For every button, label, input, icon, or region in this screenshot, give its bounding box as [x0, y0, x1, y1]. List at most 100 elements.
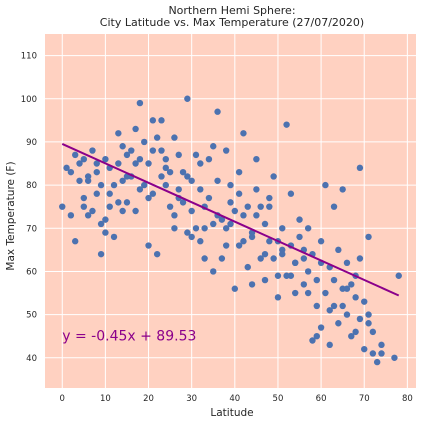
scatter-point	[313, 302, 320, 310]
scatter-point	[343, 311, 351, 318]
x-tick-label: 60	[316, 394, 327, 404]
scatter-point	[317, 238, 325, 245]
scatter-point	[210, 220, 217, 228]
scatter-point	[266, 203, 273, 210]
y-tick-label: 40	[26, 354, 37, 364]
scatter-point	[80, 203, 88, 210]
scatter-point	[210, 268, 217, 275]
scatter-point	[369, 350, 377, 357]
scatter-point	[192, 151, 200, 159]
scatter-point	[240, 212, 247, 219]
scatter-point	[171, 225, 178, 232]
scatter-point	[184, 95, 191, 102]
scatter-point	[356, 315, 364, 323]
scatter-point	[304, 268, 312, 275]
scatter-point	[201, 255, 208, 262]
scatter-point	[270, 173, 277, 180]
scatter-point	[97, 250, 105, 258]
scatter-point	[356, 255, 364, 262]
scatter-point	[227, 181, 234, 189]
scatter-point	[330, 302, 338, 310]
scatter-point	[361, 345, 368, 353]
scatter-point	[348, 332, 355, 340]
y-tick-label: 70	[26, 224, 37, 234]
scatter-point	[214, 108, 221, 115]
scatter-point	[365, 311, 372, 318]
scatter-point	[240, 238, 247, 245]
scatter-point	[67, 212, 75, 219]
scatter-point	[253, 212, 260, 219]
scatter-point	[365, 233, 372, 241]
scatter-point	[128, 147, 135, 154]
scatter-point	[330, 203, 338, 210]
scatter-point	[153, 134, 161, 141]
scatter-point	[248, 281, 256, 288]
scatter-point	[222, 147, 230, 154]
scatter-point	[188, 207, 195, 215]
scatter-point	[335, 246, 342, 254]
scatter-point	[326, 341, 333, 349]
scatter-point	[369, 328, 377, 336]
scatter-point	[317, 324, 325, 331]
scatter-point	[149, 117, 157, 124]
scatter-point	[175, 186, 182, 193]
scatter-point	[244, 203, 251, 210]
scatter-point	[110, 233, 118, 241]
scatter-point	[76, 177, 83, 184]
chart-title-line2: City Latitude vs. Max Temperature (27/07…	[100, 16, 364, 29]
scatter-point	[365, 320, 372, 327]
regression-line	[61, 143, 400, 297]
x-tick-labels: 0 10 20 30 40 50 60 70 80	[60, 394, 413, 404]
scatter-point	[261, 250, 269, 258]
scatter-point	[313, 332, 320, 340]
scatter-point	[158, 147, 165, 154]
scatter-point	[171, 212, 178, 219]
scatter-point	[184, 173, 191, 180]
scatter-point	[158, 117, 165, 124]
scatter-point	[373, 358, 381, 366]
scatter-point	[63, 164, 70, 172]
scatter-point	[97, 220, 105, 228]
scatter-point	[287, 272, 295, 279]
scatter-point	[76, 160, 83, 167]
scatter-point	[123, 199, 131, 206]
scatter-point	[261, 220, 269, 228]
scatter-point	[339, 186, 346, 193]
x-tick-label: 70	[359, 394, 370, 404]
scatter-point	[132, 160, 139, 167]
x-tick-label: 10	[100, 394, 111, 404]
scatter-point	[395, 272, 402, 279]
scatter-point	[253, 155, 260, 163]
scatter-point	[283, 121, 290, 128]
scatter-point	[84, 212, 92, 219]
scatter-point	[335, 320, 342, 327]
scatter-point	[132, 207, 139, 215]
scatter-point	[391, 354, 398, 361]
scatter-point	[136, 99, 144, 107]
scatter-point	[322, 289, 329, 297]
scatter-point	[162, 181, 169, 189]
scatter-point	[132, 125, 139, 133]
scatter-point	[274, 294, 282, 301]
scatter-point	[304, 225, 312, 232]
scatter-point	[93, 160, 100, 167]
y-tick-labels: 40 50 60 70 80 90 100 110	[21, 52, 37, 364]
scatter-point	[136, 186, 144, 193]
scatter-point	[205, 194, 213, 202]
scatter-point	[141, 138, 148, 146]
scatter-point	[240, 130, 247, 137]
scatter-point	[356, 164, 364, 172]
scatter-point	[248, 233, 256, 241]
scatter-point	[197, 238, 204, 245]
scatter-point	[106, 203, 113, 210]
x-tick-label: 40	[229, 394, 240, 404]
scatter-point	[231, 207, 239, 215]
scatter-point	[322, 181, 329, 189]
data-points	[59, 95, 402, 366]
y-tick-label: 110	[21, 52, 37, 62]
scatter-point	[361, 298, 368, 305]
scatter-point	[84, 177, 92, 184]
scatter-point	[352, 294, 359, 301]
scatter-point	[292, 289, 299, 297]
